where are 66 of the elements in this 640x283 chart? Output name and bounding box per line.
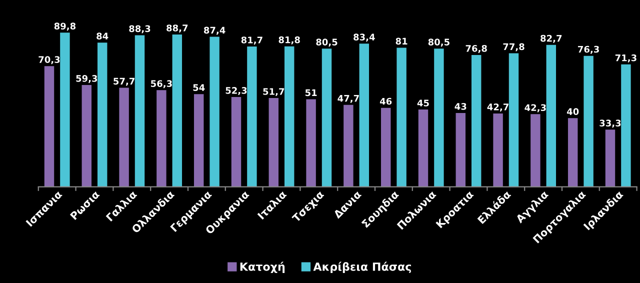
data-label: 59,3 <box>76 75 98 84</box>
bar <box>172 34 182 187</box>
bar <box>493 113 503 187</box>
data-label: 84 <box>96 32 108 40</box>
data-label: 87,4 <box>204 26 226 35</box>
bar <box>306 99 316 187</box>
bar <box>44 66 54 187</box>
bar <box>605 130 616 187</box>
bar <box>210 36 220 187</box>
bar <box>508 53 519 187</box>
legend-label: Ακρίβεια Πάσας <box>313 262 411 273</box>
data-label: 81,7 <box>241 36 262 45</box>
bar <box>418 110 428 187</box>
data-label: 71,3 <box>615 54 636 62</box>
bar <box>82 84 92 187</box>
bar <box>396 48 406 187</box>
bar <box>284 46 294 187</box>
bar <box>268 98 279 187</box>
bar <box>119 88 129 187</box>
data-label: 56,3 <box>151 80 172 88</box>
data-label: 89,8 <box>54 22 76 31</box>
data-label: 88,7 <box>166 24 188 33</box>
data-label: 54 <box>193 84 205 91</box>
data-label: 81,8 <box>278 36 300 44</box>
data-label: 51 <box>305 89 317 96</box>
data-label: 81 <box>396 38 408 45</box>
data-label: 45 <box>417 100 429 106</box>
bar <box>434 48 444 187</box>
bar <box>584 56 594 187</box>
bar <box>247 46 257 187</box>
bar <box>134 35 145 187</box>
bar <box>546 44 556 187</box>
data-label: 77,8 <box>503 43 524 52</box>
legend-label: Κατοχή <box>240 262 285 273</box>
bar <box>380 108 391 187</box>
bar <box>568 118 578 187</box>
data-label: 57,7 <box>114 78 134 86</box>
data-label: 40 <box>566 108 579 115</box>
data-label: 80,5 <box>428 38 450 47</box>
data-label: 76,8 <box>466 44 487 53</box>
data-label: 46 <box>380 98 392 105</box>
bar <box>359 44 370 187</box>
data-label: 88,3 <box>129 25 150 34</box>
data-label: 76,3 <box>578 46 599 54</box>
bar <box>231 97 242 187</box>
bar <box>156 90 166 187</box>
data-label: 70,3 <box>38 56 60 64</box>
bar <box>456 112 466 187</box>
data-label: 82,7 <box>540 34 562 43</box>
data-label: 47,7 <box>338 95 359 103</box>
bar <box>530 114 540 187</box>
bar <box>322 48 332 187</box>
bar <box>60 32 70 187</box>
data-label: 52,3 <box>226 87 247 96</box>
bar <box>97 42 108 187</box>
bar <box>471 54 482 187</box>
data-label: 33,3 <box>600 120 621 128</box>
bar <box>621 64 631 187</box>
data-label: 42,3 <box>524 104 546 112</box>
bar <box>344 104 354 187</box>
bar <box>194 94 204 187</box>
data-label: 43 <box>454 103 466 110</box>
data-label: 51,7 <box>263 88 284 96</box>
data-label: 42,7 <box>487 104 508 112</box>
data-label: 83,4 <box>354 34 375 42</box>
data-label: 80,5 <box>316 38 338 47</box>
